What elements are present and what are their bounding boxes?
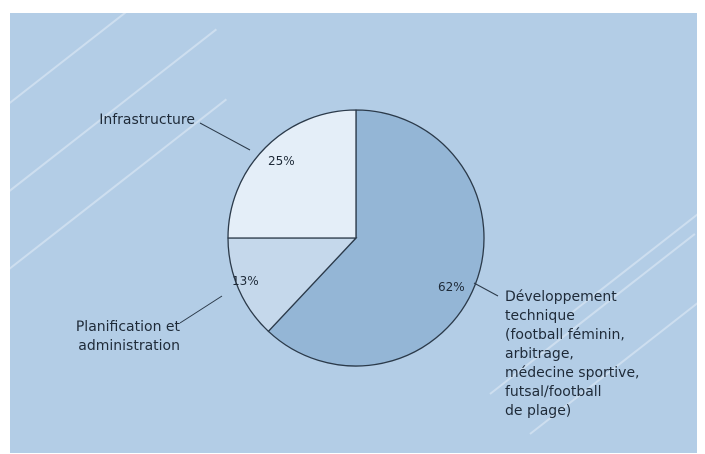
leader-line xyxy=(199,122,251,151)
slice-value-label: 13% xyxy=(232,274,259,288)
slice-category-label: Planification et administration xyxy=(76,319,181,354)
leader-line xyxy=(179,295,223,324)
slice-value-label: 25% xyxy=(268,154,295,168)
pie-chart: 62% Développement technique (football fémin… xyxy=(76,109,640,419)
slice-category-label: Développement technique (football féminin,… xyxy=(505,289,640,419)
pie-slice xyxy=(227,109,357,239)
chart-panel: 62% Développement technique (football fémin… xyxy=(10,13,697,453)
slice-category-label: Infrastructure xyxy=(99,112,195,128)
pie-slice xyxy=(227,237,358,333)
leader-line xyxy=(473,282,499,297)
slice-value-label: 62% xyxy=(438,280,465,294)
pie-slice xyxy=(267,109,485,367)
